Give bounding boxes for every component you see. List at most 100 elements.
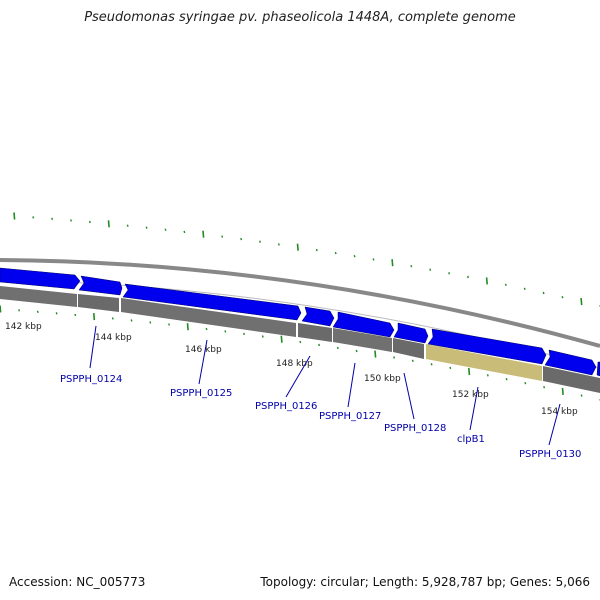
minor-tick	[449, 366, 452, 370]
cds-arrow[interactable]	[332, 311, 395, 338]
gene-block[interactable]	[333, 328, 392, 352]
major-tick	[391, 259, 394, 267]
genome-summary-text: Topology: circular; Length: 5,928,787 bp…	[260, 575, 590, 589]
major-tick	[561, 387, 564, 395]
minor-tick	[355, 349, 358, 353]
gene-block[interactable]	[121, 298, 296, 337]
map-title: Pseudomonas syringae pv. phaseolicola 14…	[84, 10, 516, 25]
leader-line	[89, 325, 97, 369]
minor-tick	[168, 323, 170, 326]
gene-label-pspph-0130[interactable]: PSPPH_0130	[519, 449, 581, 460]
gene-label-pspph-0124[interactable]: PSPPH_0124	[60, 374, 122, 385]
kbp-label: 144 kbp	[95, 333, 132, 343]
minor-tick	[410, 264, 413, 268]
minor-tick	[448, 272, 451, 275]
kbp-label: 154 kbp	[541, 407, 578, 417]
kbp-label: 152 kbp	[452, 390, 489, 400]
leader-line	[548, 403, 561, 446]
minor-tick	[183, 230, 186, 234]
leader-line	[285, 355, 311, 398]
leader-line	[347, 362, 356, 408]
leader-line	[198, 339, 208, 385]
kbp-label: 142 kbp	[5, 322, 42, 332]
leader-line	[403, 372, 415, 420]
gene-label-pspph-0126[interactable]: PSPPH_0126	[255, 401, 317, 412]
minor-tick	[504, 283, 507, 287]
gene-block[interactable]	[298, 323, 332, 342]
major-tick	[280, 335, 283, 343]
minor-tick	[429, 268, 432, 271]
gene-label-pspph-0125[interactable]: PSPPH_0125	[170, 388, 232, 399]
cds-arrow[interactable]	[544, 349, 597, 376]
minor-tick	[524, 381, 527, 385]
minor-tick	[372, 258, 375, 261]
major-tick	[202, 230, 205, 238]
minor-tick	[224, 330, 227, 333]
minor-tick	[70, 219, 72, 222]
gene-leader-lines	[89, 325, 561, 446]
cds-arrow[interactable]	[0, 267, 81, 290]
major-tick	[13, 212, 16, 220]
minor-tick	[543, 385, 546, 389]
kbp-label: 146 kbp	[185, 345, 222, 355]
leader-line	[469, 386, 479, 431]
minor-tick	[243, 332, 245, 336]
gene-block[interactable]	[0, 286, 77, 307]
minor-tick	[111, 317, 114, 320]
tick-marks	[0, 212, 600, 402]
minor-tick	[430, 363, 433, 366]
gene-label-clpb1[interactable]: clpB1	[457, 434, 485, 445]
cds-arrow[interactable]	[122, 283, 302, 321]
cds-arrow[interactable]	[393, 322, 429, 344]
minor-tick	[18, 309, 21, 312]
kbp-labels: 142 kbp 144 kbp 146 kbp 148 kbp 150 kbp …	[5, 322, 578, 417]
minor-tick	[486, 374, 489, 377]
minor-tick	[315, 248, 318, 252]
major-tick	[0, 305, 2, 313]
minor-tick	[277, 243, 280, 246]
cds-track	[0, 267, 600, 377]
minor-tick	[334, 251, 337, 255]
gene-block[interactable]	[543, 366, 600, 393]
kbp-label: 148 kbp	[276, 359, 313, 369]
minor-tick	[32, 216, 35, 219]
kbp-label: 150 kbp	[364, 374, 401, 384]
major-tick	[296, 243, 299, 251]
minor-tick	[145, 226, 148, 229]
gene-block-clpB1[interactable]	[426, 344, 542, 381]
minor-tick	[561, 295, 564, 299]
gene-block[interactable]	[393, 338, 424, 359]
minor-tick	[505, 377, 508, 381]
minor-tick	[411, 359, 414, 363]
minor-tick	[523, 287, 526, 291]
minor-tick	[318, 343, 321, 347]
major-tick	[468, 367, 471, 376]
minor-tick	[542, 291, 545, 295]
minor-tick	[55, 312, 58, 315]
minor-tick	[36, 310, 39, 314]
cds-arrow[interactable]	[78, 275, 123, 296]
minor-tick	[580, 394, 583, 397]
minor-tick	[261, 335, 264, 338]
minor-tick	[336, 346, 339, 350]
minor-tick	[130, 319, 133, 322]
minor-tick	[259, 240, 261, 243]
major-tick	[186, 323, 189, 331]
major-tick	[93, 313, 96, 321]
minor-tick	[205, 327, 208, 331]
minor-tick	[221, 235, 224, 238]
major-tick	[580, 298, 583, 306]
minor-tick	[467, 275, 469, 279]
cds-arrow[interactable]	[596, 361, 600, 377]
gene-label-pspph-0127[interactable]: PSPPH_0127	[319, 411, 381, 422]
gene-track	[0, 286, 600, 393]
gene-label-pspph-0128[interactable]: PSPPH_0128	[384, 423, 446, 434]
minor-tick	[299, 340, 302, 344]
cds-arrow[interactable]	[301, 306, 335, 327]
gene-block[interactable]	[78, 294, 119, 312]
cds-arrow[interactable]	[427, 328, 547, 365]
minor-tick	[74, 313, 77, 317]
major-tick	[485, 277, 488, 285]
gene-labels: PSPPH_0124 PSPPH_0125 PSPPH_0126 PSPPH_0…	[60, 374, 581, 460]
